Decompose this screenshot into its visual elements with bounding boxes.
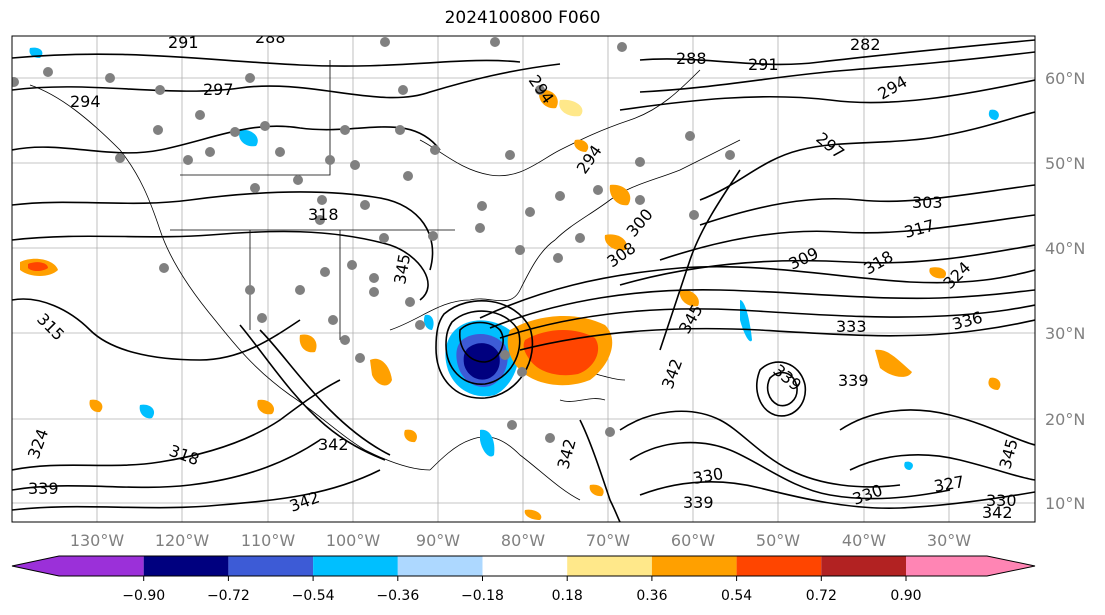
coastlines	[29, 60, 741, 501]
contour-label: 291	[168, 33, 199, 52]
contour-label: 342	[318, 435, 349, 454]
colorbar-segment	[651, 556, 737, 576]
lat-label: 20°N	[1045, 410, 1085, 429]
positive-shading	[20, 89, 1001, 520]
colorbar-tick-label: 0.72	[806, 588, 837, 604]
contour-label: 282	[850, 35, 881, 54]
colorbar-segment	[397, 556, 483, 576]
lon-label: 60°W	[671, 531, 715, 550]
colorbar-ticks	[143, 576, 907, 581]
colorbar-tick-label: 0.18	[552, 588, 583, 604]
contour-label: 333	[836, 317, 867, 336]
colorbar-segment	[143, 556, 229, 576]
colorbar-tick-label: 0.36	[636, 588, 667, 604]
lon-label: 120°W	[155, 531, 210, 550]
colorbar-segment	[482, 556, 568, 576]
longitude-labels: 130°W 120°W 110°W 100°W 90°W 80°W 70°W 6…	[70, 531, 971, 550]
graticule	[12, 36, 1035, 522]
colorbar-segment	[736, 556, 822, 576]
colorbar-labels: −0.90 −0.72 −0.54 −0.36 −0.18 0.18 0.36 …	[122, 588, 921, 604]
lat-label: 50°N	[1045, 154, 1085, 173]
contour-label: 339	[683, 493, 714, 512]
lon-label: 70°W	[586, 531, 630, 550]
lon-label: 50°W	[756, 531, 800, 550]
colorbar-outline	[11, 555, 1036, 577]
lon-label: 130°W	[70, 531, 125, 550]
colorbar-segment	[313, 556, 398, 576]
colorbar-tick-label: −0.54	[292, 588, 335, 604]
contour-label: 291	[748, 55, 779, 74]
contour-lines	[12, 39, 1035, 522]
map-frame	[11, 35, 1036, 523]
station-dots	[12, 37, 735, 443]
lon-label: 80°W	[501, 531, 545, 550]
contour-label: 339	[28, 479, 59, 498]
contour-label: 330	[986, 491, 1017, 510]
lon-label: 90°W	[416, 531, 460, 550]
lon-label: 40°W	[842, 531, 886, 550]
colorbar-tick-label: 0.90	[890, 588, 921, 604]
map-field: 291 288 297 294 294 288 291 282 294 297 …	[12, 28, 1035, 522]
latitude-labels: 60°N 50°N 40°N 30°N 20°N 10°N	[1045, 69, 1085, 513]
colorbar-segment	[821, 556, 906, 576]
contour-label: 303	[912, 193, 943, 212]
lon-label: 110°W	[241, 531, 296, 550]
contour-label: 297	[203, 80, 234, 99]
colorbar-tick-label: −0.18	[461, 588, 504, 604]
colorbar-tick-label: −0.36	[376, 588, 419, 604]
map-title: 2024100800 F060	[444, 8, 601, 28]
colorbar-segment	[906, 556, 987, 576]
lat-label: 40°N	[1045, 239, 1085, 258]
contour-label: 288	[255, 28, 286, 47]
contour-label: 342	[982, 503, 1013, 522]
lon-label: 30°W	[927, 531, 971, 550]
contour-label: 288	[676, 49, 707, 68]
colorbar-segment-high	[987, 556, 1035, 576]
colorbar-tick-label: 0.54	[721, 588, 752, 604]
colorbar: −0.90 −0.72 −0.54 −0.36 −0.18 0.18 0.36 …	[11, 555, 1036, 604]
colorbar-tick-label: −0.72	[207, 588, 250, 604]
lat-label: 60°N	[1045, 69, 1085, 88]
colorbar-segment	[567, 556, 652, 576]
contour-label: 318	[308, 205, 339, 224]
contour-label: 339	[838, 371, 869, 390]
lon-label: 100°W	[326, 531, 381, 550]
lat-label: 30°N	[1045, 324, 1085, 343]
colorbar-tick-label: −0.90	[122, 588, 165, 604]
colorbar-segment	[228, 556, 314, 576]
lat-label: 10°N	[1045, 494, 1085, 513]
contour-label: 294	[70, 92, 101, 111]
colorbar-segment-low	[12, 556, 59, 576]
colorbar-segment	[59, 556, 144, 576]
